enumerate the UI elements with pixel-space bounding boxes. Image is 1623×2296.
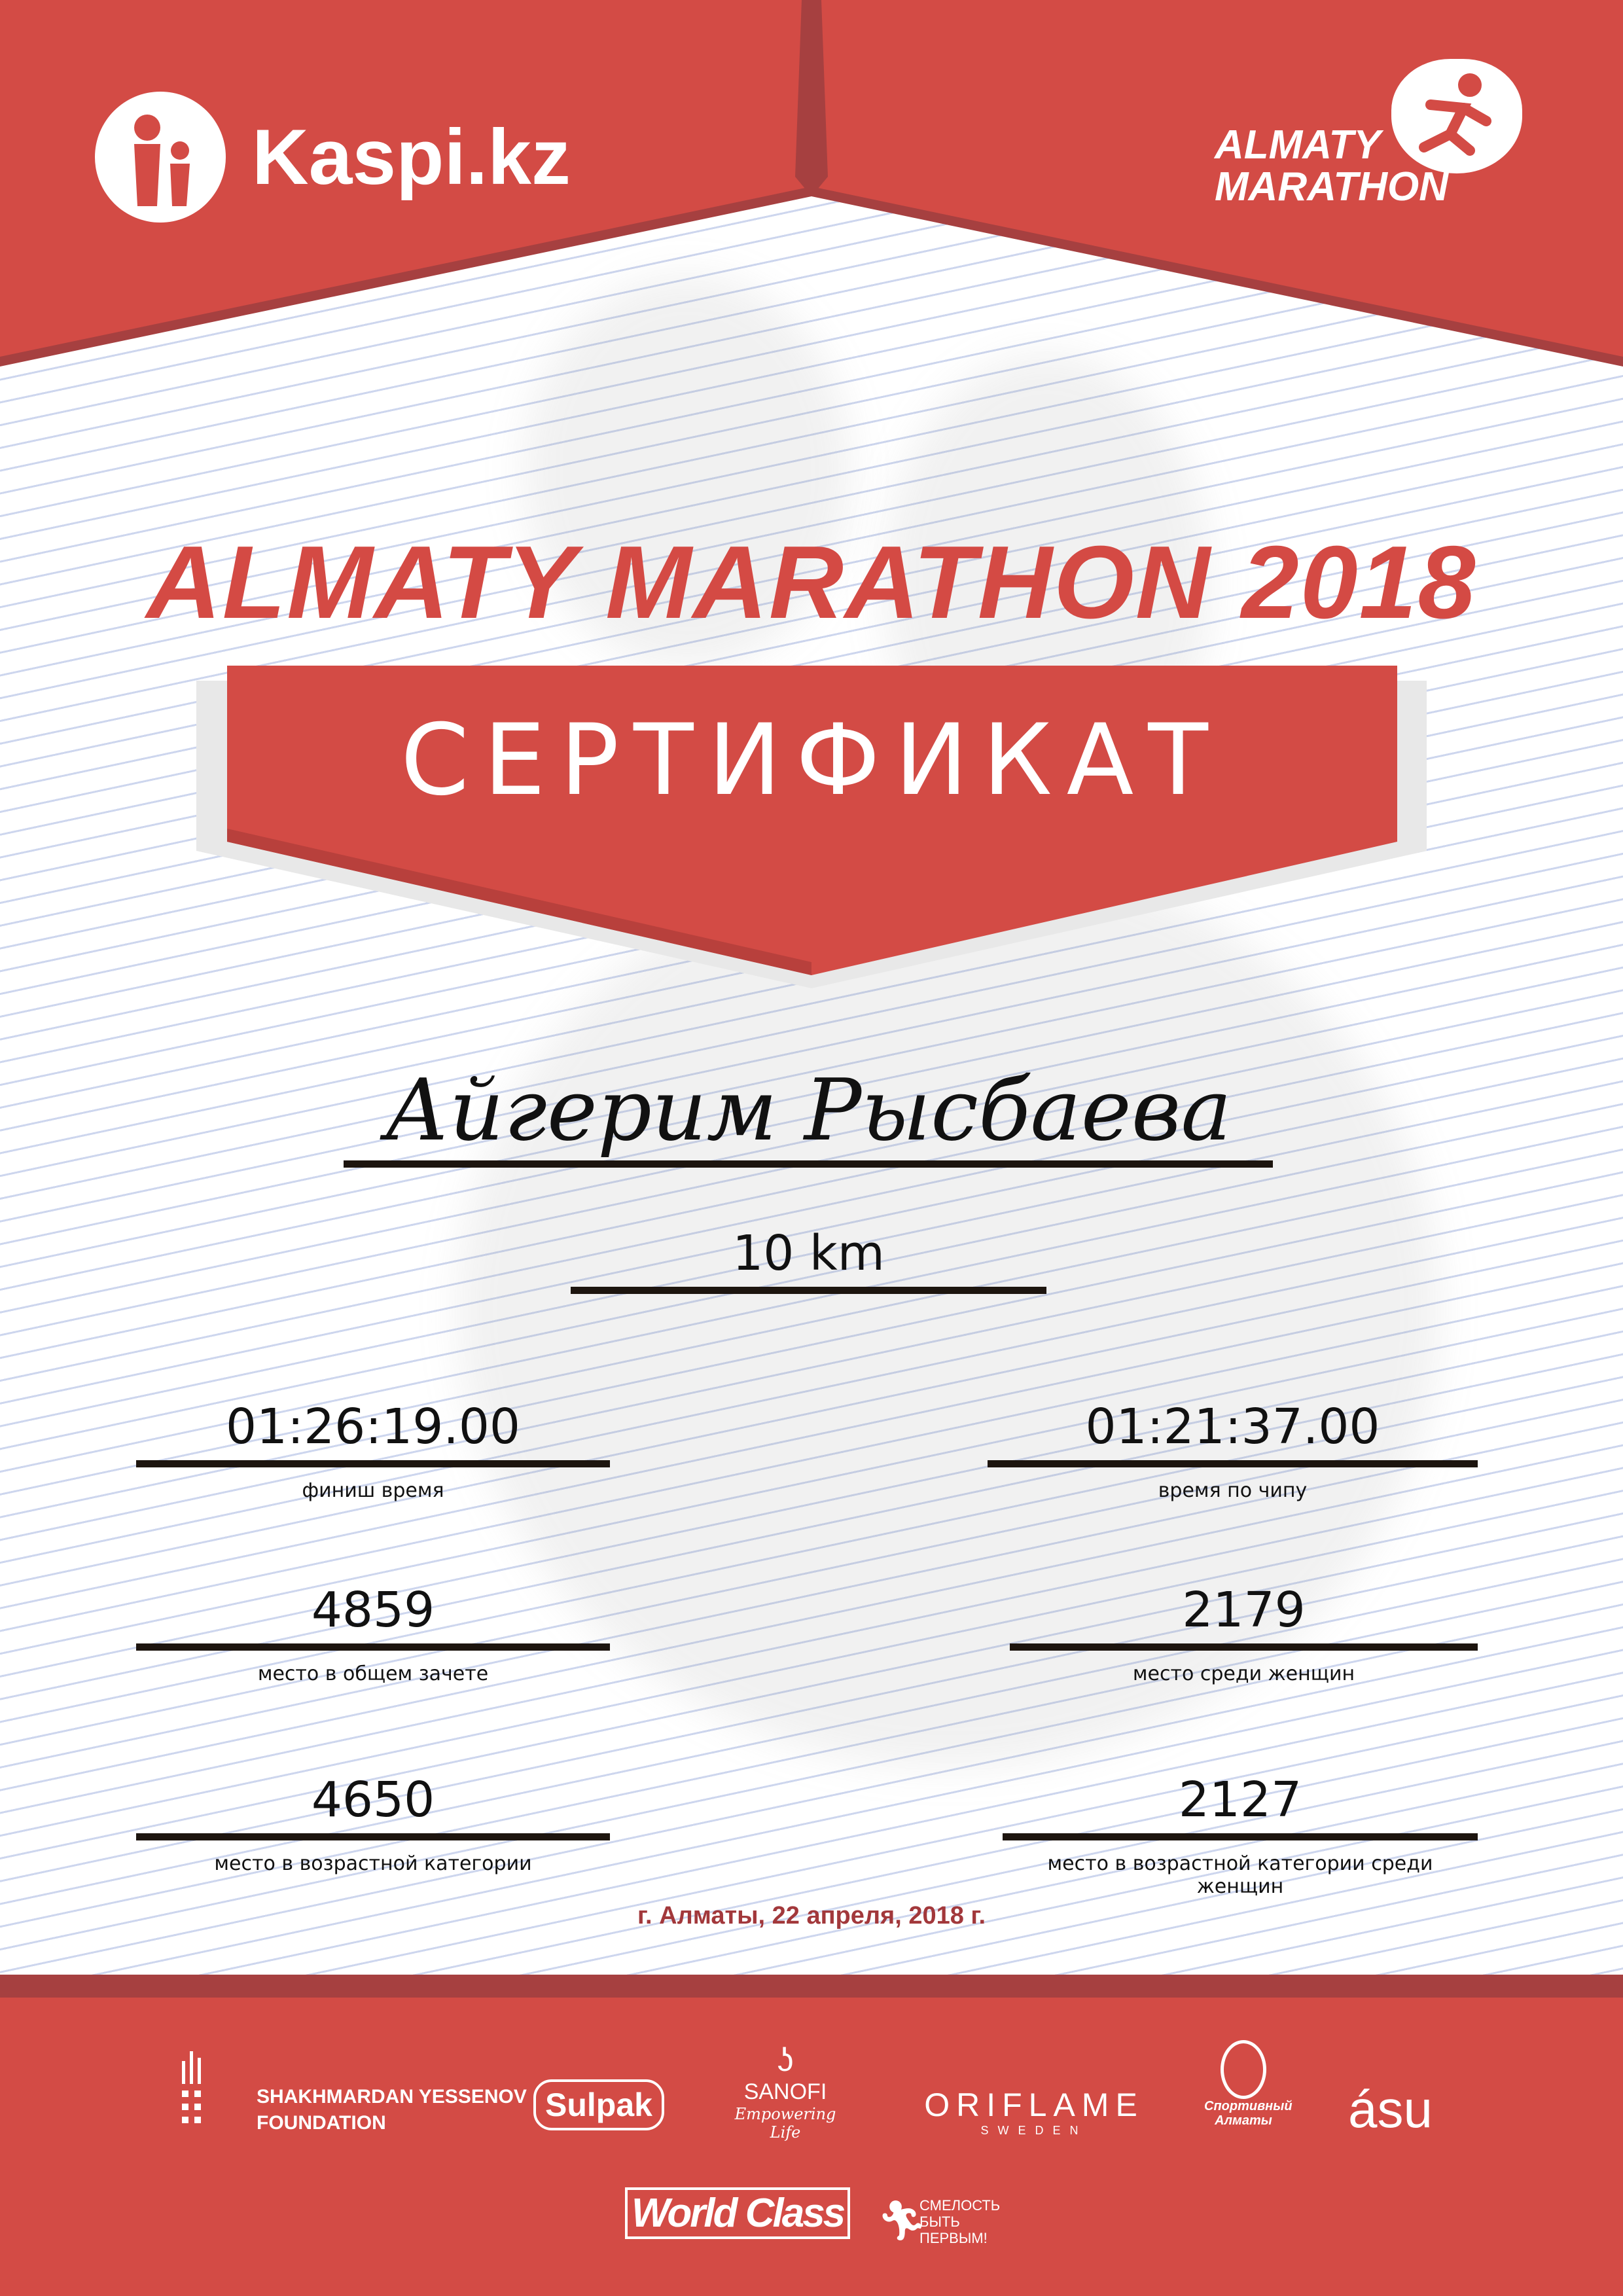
fund-logo: СМЕЛОСТЬ БЫТЬ ПЕРВЫМ! — [919, 2197, 1000, 2246]
oriflame-sub: SWEDEN — [980, 2124, 1088, 2137]
date-location: г. Алматы, 22 апреля, 2018 г. — [637, 1902, 986, 1929]
women-place-value: 2179 — [1182, 1582, 1306, 1638]
distance-field: 10 km — [571, 1224, 1046, 1294]
field-underline — [136, 1643, 610, 1651]
sport-almaty-line-1: Спортивный — [1204, 2099, 1293, 2113]
participant-name: Айгерим Рысбаева — [385, 1060, 1232, 1160]
asu-logo: ásu — [1348, 2080, 1433, 2138]
sport-almaty-line-2: Алматы — [1215, 2113, 1272, 2128]
sport-almaty-emblem-icon — [1221, 2040, 1266, 2099]
chip-time-value: 01:21:37.00 — [1085, 1399, 1380, 1455]
yessenov-logo: SHAKHMARDAN YESSENOV FOUNDATION — [257, 2084, 527, 2136]
field-underline — [988, 1460, 1478, 1467]
runners-photo — [524, 275, 851, 668]
kaspi-people-icon — [95, 92, 226, 223]
women-place-label: место среди женщин — [1132, 1662, 1355, 1685]
sanofi-text: SANOFI — [743, 2079, 827, 2104]
sanofi-bird-icon: ʖ — [777, 2041, 794, 2078]
kaspi-logo-text: Kaspi.kz — [252, 113, 571, 201]
almaty-marathon-logo: ALMATY MARATHON — [1215, 59, 1522, 216]
distance-underline — [571, 1287, 1046, 1294]
oriflame-logo: ORIFLAME SWEDEN — [923, 2086, 1145, 2138]
chip-time-label: время по чипу — [1158, 1479, 1308, 1502]
sanofi-logo: ʖ SANOFI Empowering Life — [726, 2040, 844, 2142]
name-underline — [344, 1160, 1273, 1168]
age-place-field: 4650 место в возрастной категории — [136, 1770, 610, 1875]
sport-almaty-logo: Спортивный Алматы — [1204, 2040, 1293, 2128]
women-place-field: 2179 место среди женщин — [1010, 1581, 1478, 1685]
sponsors-footer: SHAKHMARDAN YESSENOV FOUNDATION Sulpak ʖ… — [0, 1975, 1623, 2296]
field-underline — [1010, 1643, 1478, 1651]
overall-place-label: место в общем зачете — [257, 1662, 489, 1685]
runner-icon — [1391, 59, 1522, 173]
fund-line-2: БЫТЬ — [919, 2214, 960, 2230]
field-underline — [136, 1460, 610, 1467]
finish-time-field: 01:26:19.00 финиш время — [136, 1397, 610, 1502]
logo-line-1: ALMATY — [1215, 122, 1381, 168]
kaspi-logo: Kaspi.kz — [95, 92, 571, 223]
sulpak-logo: Sulpak — [533, 2079, 664, 2130]
sanofi-tagline: Empowering Life — [734, 2105, 836, 2142]
footer-strip — [0, 1975, 1623, 1998]
overall-place-value: 4859 — [311, 1582, 435, 1638]
chip-time-field: 01:21:37.00 время по чипу — [988, 1397, 1478, 1502]
fund-runner-icon: 🏃︎ — [877, 2198, 927, 2242]
age-place-label: место в возрастной категории — [214, 1852, 532, 1875]
age-women-place-value: 2127 — [1178, 1772, 1302, 1828]
runners-photo-3 — [458, 851, 1440, 1767]
age-women-place-label: место в возрастной категории среди женщи… — [1047, 1852, 1433, 1898]
worldclass-logo: World Class — [625, 2187, 851, 2239]
field-underline — [1003, 1833, 1478, 1840]
finish-time-label: финиш время — [302, 1479, 444, 1502]
age-women-place-field: 2127 место в возрастной категории среди … — [1003, 1770, 1478, 1898]
logo-line-2: MARATHON — [1215, 164, 1449, 209]
fund-line-1: СМЕЛОСТЬ — [919, 2197, 1001, 2214]
field-underline — [136, 1833, 610, 1840]
age-place-value: 4650 — [311, 1772, 435, 1828]
finish-time-value: 01:26:19.00 — [225, 1399, 521, 1455]
oriflame-text: ORIFLAME — [924, 2087, 1144, 2123]
fund-line-3: ПЕРВЫМ! — [919, 2230, 988, 2246]
event-title: ALMATY MARATHON 2018 — [146, 525, 1477, 640]
distance-value: 10 km — [732, 1225, 885, 1282]
overall-place-field: 4859 место в общем зачете — [136, 1581, 610, 1685]
yessenov-line-1: SHAKHMARDAN YESSENOV — [257, 2086, 527, 2108]
certificate-banner-text: СЕРТИФИКАТ — [401, 704, 1222, 817]
yessenov-logo-icon — [182, 2051, 221, 2133]
yessenov-line-2: FOUNDATION — [257, 2112, 386, 2134]
